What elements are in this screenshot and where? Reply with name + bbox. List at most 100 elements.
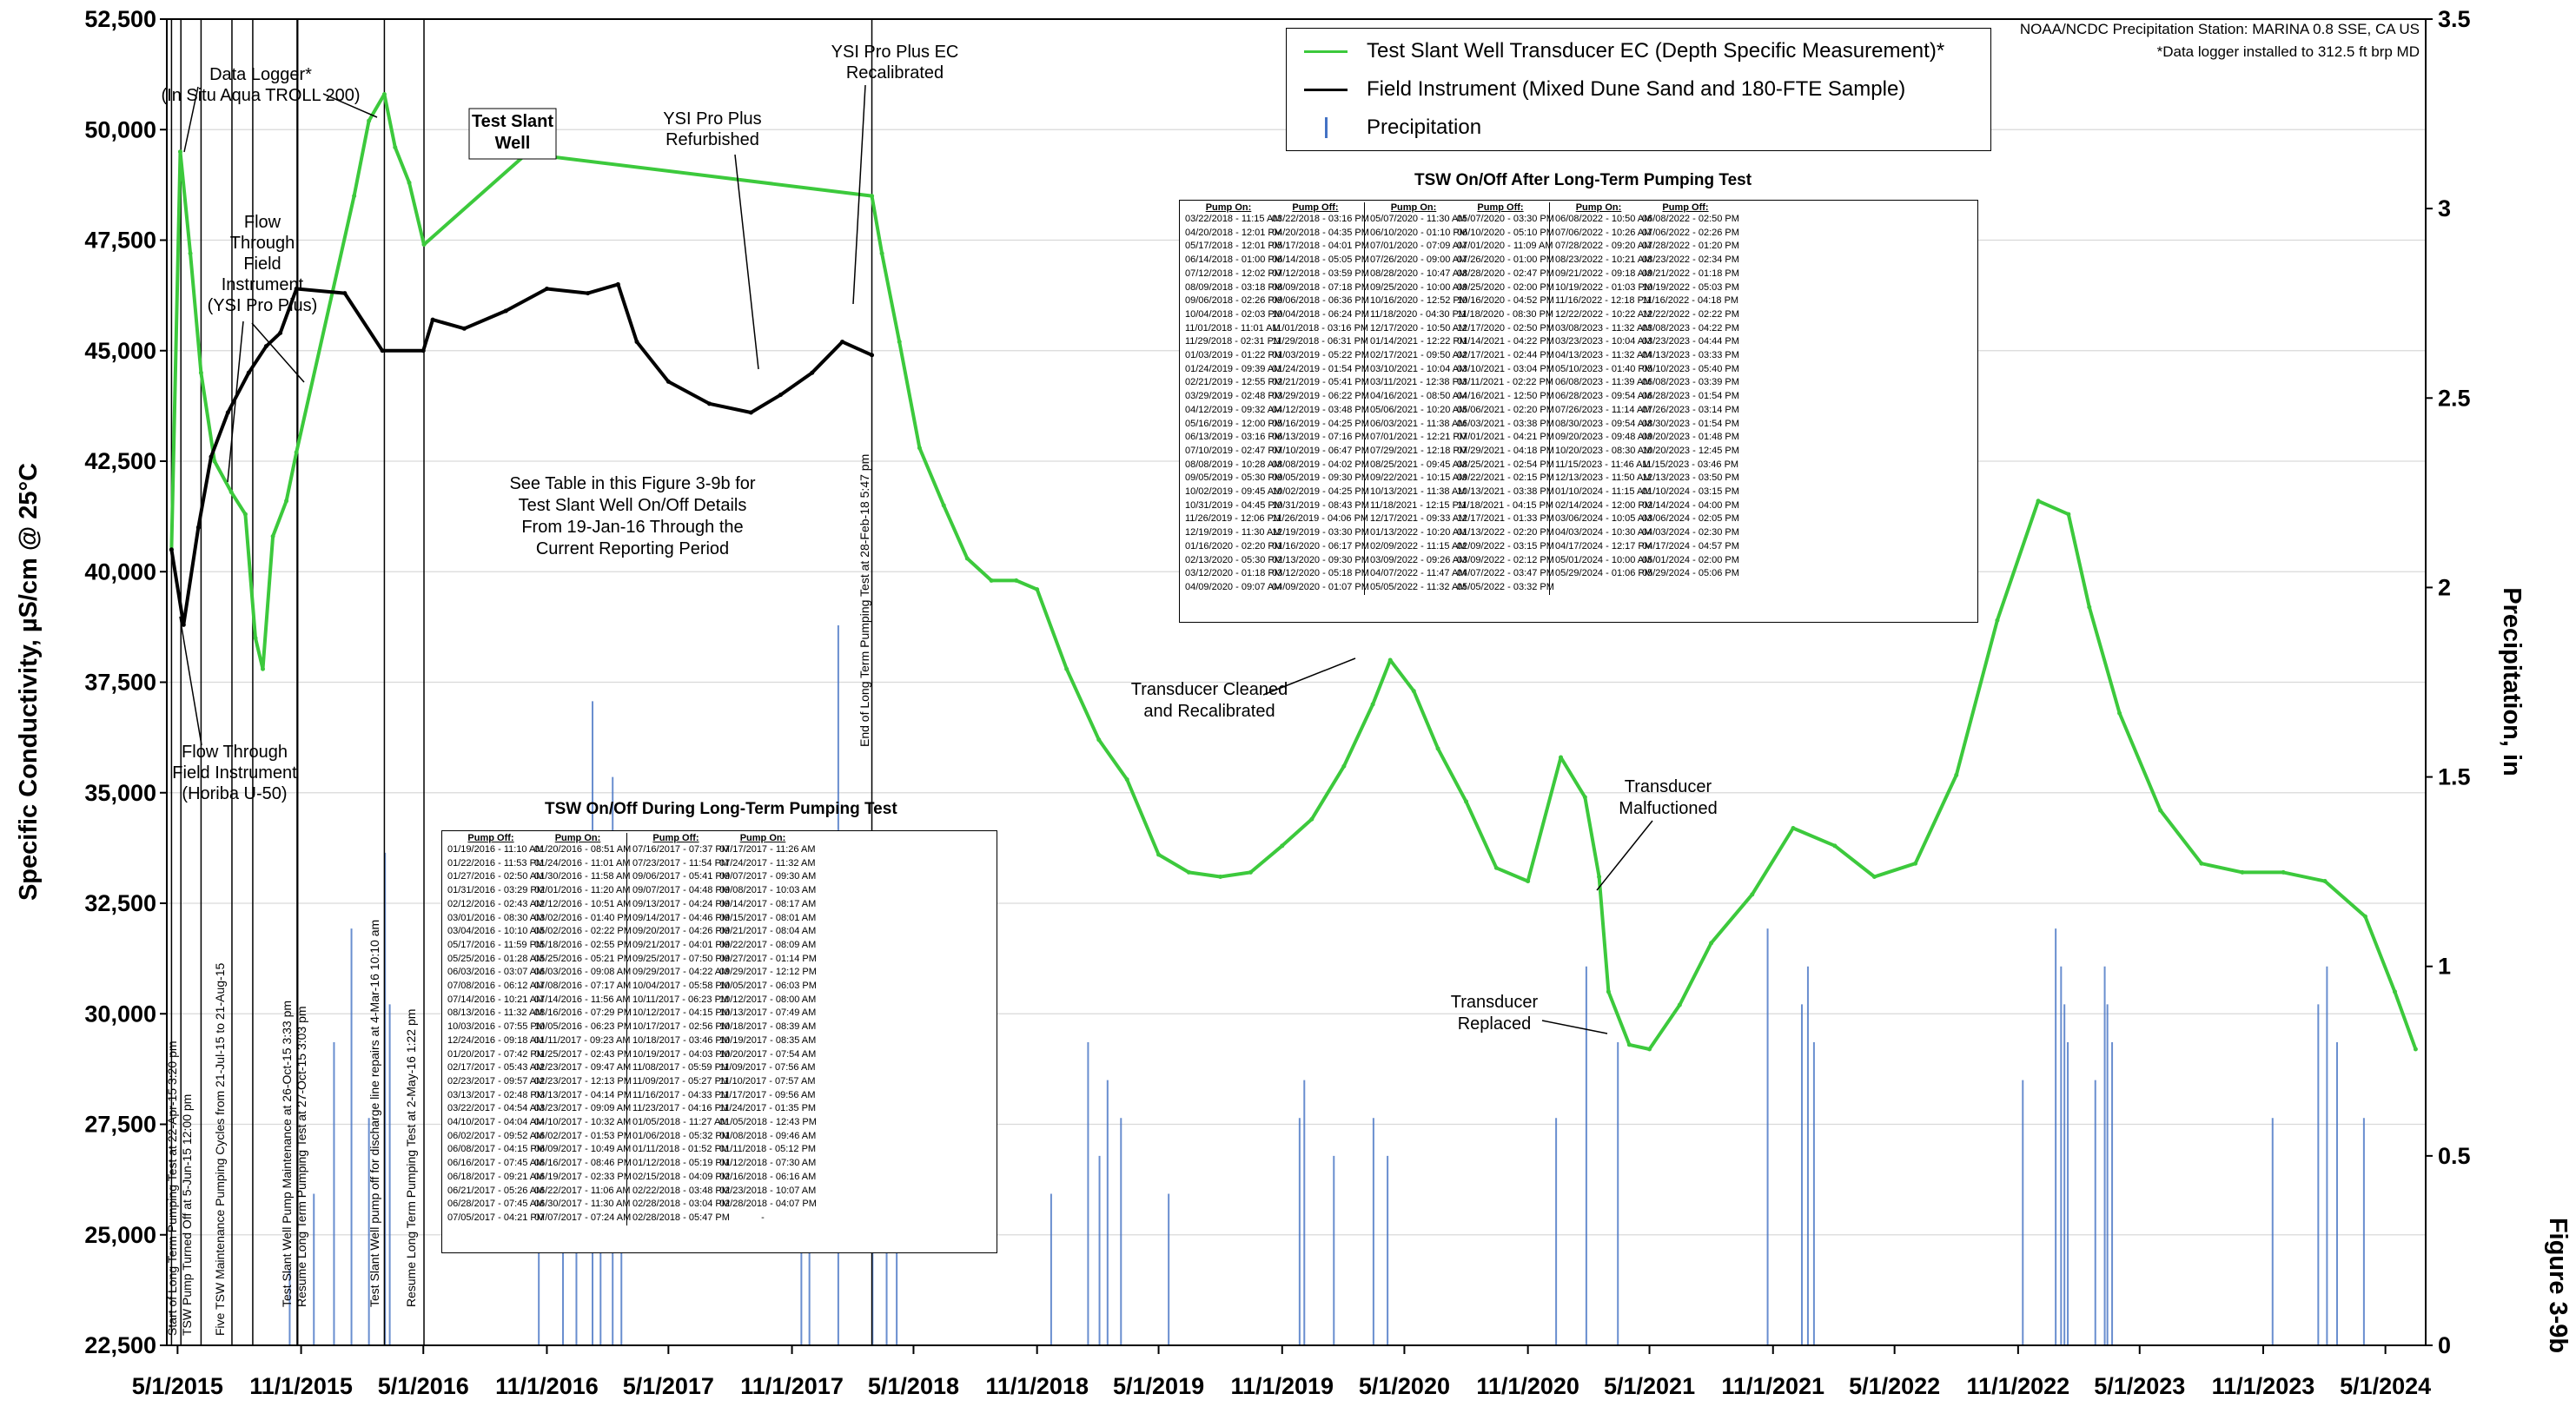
table-cell: 09/05/2019 - 05:30 PM bbox=[1185, 472, 1282, 484]
transducer-ec-line-point bbox=[989, 578, 994, 583]
table-cell: 12/24/2016 - 09:18 AM bbox=[447, 1034, 545, 1046]
table-cell: 11/26/2019 - 04:06 PM bbox=[1272, 513, 1369, 525]
transducer-ec-line-point bbox=[2413, 1047, 2418, 1052]
table-cell: 09/20/2023 - 09:48 AM bbox=[1555, 432, 1652, 443]
field-instrument-line-point bbox=[380, 348, 385, 353]
x-tick-label: 11/1/2016 bbox=[495, 1373, 599, 1399]
table-cell: 11/18/2021 - 12:15 PM bbox=[1370, 499, 1467, 511]
table-row: 05/10/2023 - 01:40 PM 05/10/2023 - 05:40 … bbox=[1555, 363, 1739, 377]
table-cell: 08/13/2016 - 11:32 AM bbox=[447, 1007, 544, 1019]
table-cell: 08/30/2023 - 09:54 AM bbox=[1555, 418, 1652, 429]
transducer-ec-line-point bbox=[2362, 914, 2367, 919]
transducer-ec-line-point bbox=[2199, 861, 2204, 866]
table-row: 06/08/2022 - 10:50 AM 06/08/2022 - 02:50 … bbox=[1555, 213, 1739, 227]
table-row: 06/03/2021 - 11:38 AM 06/03/2021 - 03:38 … bbox=[1370, 418, 1554, 432]
table-row: 09/25/2020 - 10:00 AM 09/25/2020 - 02:00 … bbox=[1370, 281, 1554, 295]
x-tick-label: 5/1/2022 bbox=[1849, 1373, 1940, 1399]
table-row: 11/01/2018 - 11:01 AM 11/01/2018 - 03:16 … bbox=[1185, 322, 1368, 336]
table-cell: 06/03/2016 - 09:08 AM bbox=[534, 967, 632, 978]
table-cell: 03/09/2022 - 09:26 AM bbox=[1370, 554, 1467, 565]
event-label-5: Resume Long Term Pumping Test at 27-Oct-… bbox=[295, 1006, 308, 1307]
col-header: Pump On: bbox=[1205, 202, 1252, 213]
table-cell: 08/09/2018 - 03:18 PM bbox=[1185, 281, 1282, 293]
table-row: 08/28/2020 - 10:47 AM 08/28/2020 - 02:47 … bbox=[1370, 268, 1554, 281]
transducer-ec-line-point bbox=[1647, 1047, 1652, 1052]
table-cell: 06/14/2018 - 01:00 PM bbox=[1185, 254, 1282, 266]
legend-label: Field Instrument (Mixed Dune Sand and 18… bbox=[1367, 77, 1906, 101]
table-row: 09/29/2017 - 04:22 AM 09/29/2017 - 12:12 … bbox=[632, 966, 817, 980]
table-row: 06/16/2017 - 07:45 AM 06/16/2017 - 08:46 … bbox=[447, 1157, 632, 1171]
table-cell: 05/06/2021 - 10:20 AM bbox=[1370, 404, 1467, 415]
table-row: 01/20/2017 - 07:42 PM 01/25/2017 - 02:43 … bbox=[447, 1048, 632, 1062]
table-cell: 04/09/2020 - 01:07 PM bbox=[1272, 581, 1369, 592]
table-cell: 02/09/2022 - 11:15 AM bbox=[1370, 540, 1467, 552]
table-cell: 12/17/2020 - 10:50 AM bbox=[1370, 322, 1467, 334]
y-tick-label: 42,500 bbox=[84, 448, 156, 474]
table-cell: 04/16/2021 - 08:50 AM bbox=[1370, 391, 1467, 402]
table-cell: 05/07/2020 - 11:30 AM bbox=[1370, 214, 1467, 224]
table-cell: 01/10/2024 - 11:15 AM bbox=[1555, 486, 1652, 498]
table-row: 11/08/2017 - 05:59 PM 11/09/2017 - 07:56 … bbox=[632, 1061, 816, 1075]
table-cell: 01/06/2018 - 05:32 PM bbox=[632, 1130, 730, 1141]
anno-line: Replaced bbox=[1458, 1014, 1532, 1034]
table-row: 11/16/2022 - 12:18 PM 11/16/2022 - 04:18 … bbox=[1555, 294, 1738, 308]
table-cell: 05/29/2024 - 01:06 PM bbox=[1555, 568, 1652, 579]
table-cell: 03/08/2023 - 04:22 PM bbox=[1642, 322, 1739, 334]
table-cell: 04/03/2024 - 10:30 AM bbox=[1555, 527, 1652, 538]
table-row: 02/17/2017 - 05:43 AM 02/23/2017 - 09:47 … bbox=[447, 1061, 631, 1075]
table-cell: 04/20/2018 - 04:35 PM bbox=[1272, 227, 1369, 238]
table-cell: 09/22/2017 - 08:09 AM bbox=[719, 939, 817, 950]
table-row: 09/20/2017 - 04:26 PM 09/21/2017 - 08:04 … bbox=[632, 925, 816, 939]
table-row: 03/12/2020 - 01:18 PM 03/12/2020 - 05:18 … bbox=[1185, 567, 1369, 581]
table-cell: 06/13/2019 - 07:16 PM bbox=[1272, 432, 1369, 443]
table-cell: 01/10/2024 - 03:15 PM bbox=[1642, 486, 1739, 498]
annotation-ysi: Flow Through Field Instrument (YSI Pro P… bbox=[208, 213, 317, 483]
table-cell: 09/21/2017 - 04:01 PM bbox=[632, 939, 730, 950]
anno-line: YSI Pro Plus bbox=[663, 109, 761, 129]
table-cell: 02/14/2024 - 04:00 PM bbox=[1642, 499, 1739, 511]
table-row: 05/17/2016 - 11:59 PM 05/18/2016 - 02:55 … bbox=[447, 939, 632, 953]
table-row: 02/23/2017 - 09:57 AM 02/23/2017 - 12:13 … bbox=[447, 1075, 632, 1089]
table-cell: 01/16/2020 - 06:17 PM bbox=[1272, 540, 1369, 552]
table-cell: 06/28/2023 - 09:54 AM bbox=[1555, 391, 1652, 402]
x-axis: 5/1/2015 11/1/2015 5/1/2016 11/1/2016 5/1/20… bbox=[132, 1345, 2431, 1399]
transducer-ec-line-point bbox=[879, 251, 884, 256]
y-tick-label: 30,000 bbox=[84, 1001, 156, 1027]
table-cell: 10/18/2017 - 08:39 AM bbox=[719, 1021, 817, 1033]
table-row: 12/17/2020 - 10:50 AM 12/17/2020 - 02:50 … bbox=[1370, 322, 1554, 336]
transducer-ec-line-point bbox=[212, 459, 217, 464]
table-cell: 03/22/2017 - 04:54 AM bbox=[447, 1103, 545, 1114]
table-row: 07/26/2020 - 09:00 AM 07/26/2020 - 01:00 … bbox=[1370, 254, 1554, 268]
table-cell: 06/08/2022 - 10:50 AM bbox=[1555, 214, 1652, 224]
x-tick-label: 5/1/2020 bbox=[1359, 1373, 1450, 1399]
table-cell: 06/08/2022 - 02:50 PM bbox=[1642, 214, 1739, 224]
table-cell: 10/16/2020 - 04:52 PM bbox=[1457, 295, 1554, 307]
table-after-col2: Pump On: Pump Off: 05/07/2020 - 11:30 AM… bbox=[1364, 202, 1554, 595]
y-tick-label: 22,500 bbox=[84, 1332, 156, 1358]
table-row: 11/09/2017 - 05:27 PM 11/10/2017 - 07:57 … bbox=[632, 1075, 816, 1089]
transducer-ec-line-point bbox=[1064, 666, 1069, 671]
table-row: 10/11/2017 - 06:23 PM 10/12/2017 - 08:00 … bbox=[632, 994, 816, 1007]
table-cell: 11/15/2023 - 11:46 AM bbox=[1555, 459, 1651, 470]
table-cell: 07/26/2023 - 03:14 PM bbox=[1642, 404, 1739, 415]
anno-line: Malfuctioned bbox=[1619, 799, 1717, 818]
table-cell: 09/21/2022 - 09:18 AM bbox=[1555, 268, 1652, 279]
table-cell: 03/10/2021 - 10:04 AM bbox=[1370, 363, 1467, 374]
transducer-ec-line-point bbox=[1435, 746, 1440, 751]
y2-tick-label: 2.5 bbox=[2438, 385, 2471, 411]
transducer-ec-line-point bbox=[393, 145, 398, 150]
table-cell: 12/19/2019 - 03:30 PM bbox=[1272, 527, 1369, 538]
x-tick-label: 11/1/2023 bbox=[2212, 1373, 2315, 1399]
anno-line: Flow bbox=[244, 213, 281, 232]
table-cell: 09/14/2017 - 08:17 AM bbox=[719, 898, 817, 909]
table-row: 07/23/2017 - 11:54 PM 07/24/2017 - 11:32 … bbox=[632, 857, 816, 871]
x-tick-label: 11/1/2021 bbox=[1721, 1373, 1824, 1399]
table-cell: 09/25/2017 - 07:50 PM bbox=[632, 953, 730, 964]
transducer-ec-line-point bbox=[367, 118, 372, 123]
field-instrument-line-point bbox=[181, 622, 186, 627]
table-row: 05/29/2024 - 01:06 PM 05/29/2024 - 05:06 … bbox=[1555, 567, 1739, 581]
table-cell: 01/19/2016 - 11:10 AM bbox=[447, 844, 544, 855]
table-cell: 08/08/2019 - 04:02 PM bbox=[1272, 459, 1369, 470]
table-cell: 07/29/2021 - 12:18 PM bbox=[1370, 445, 1467, 456]
table-cell: 06/08/2023 - 03:39 PM bbox=[1642, 377, 1739, 388]
